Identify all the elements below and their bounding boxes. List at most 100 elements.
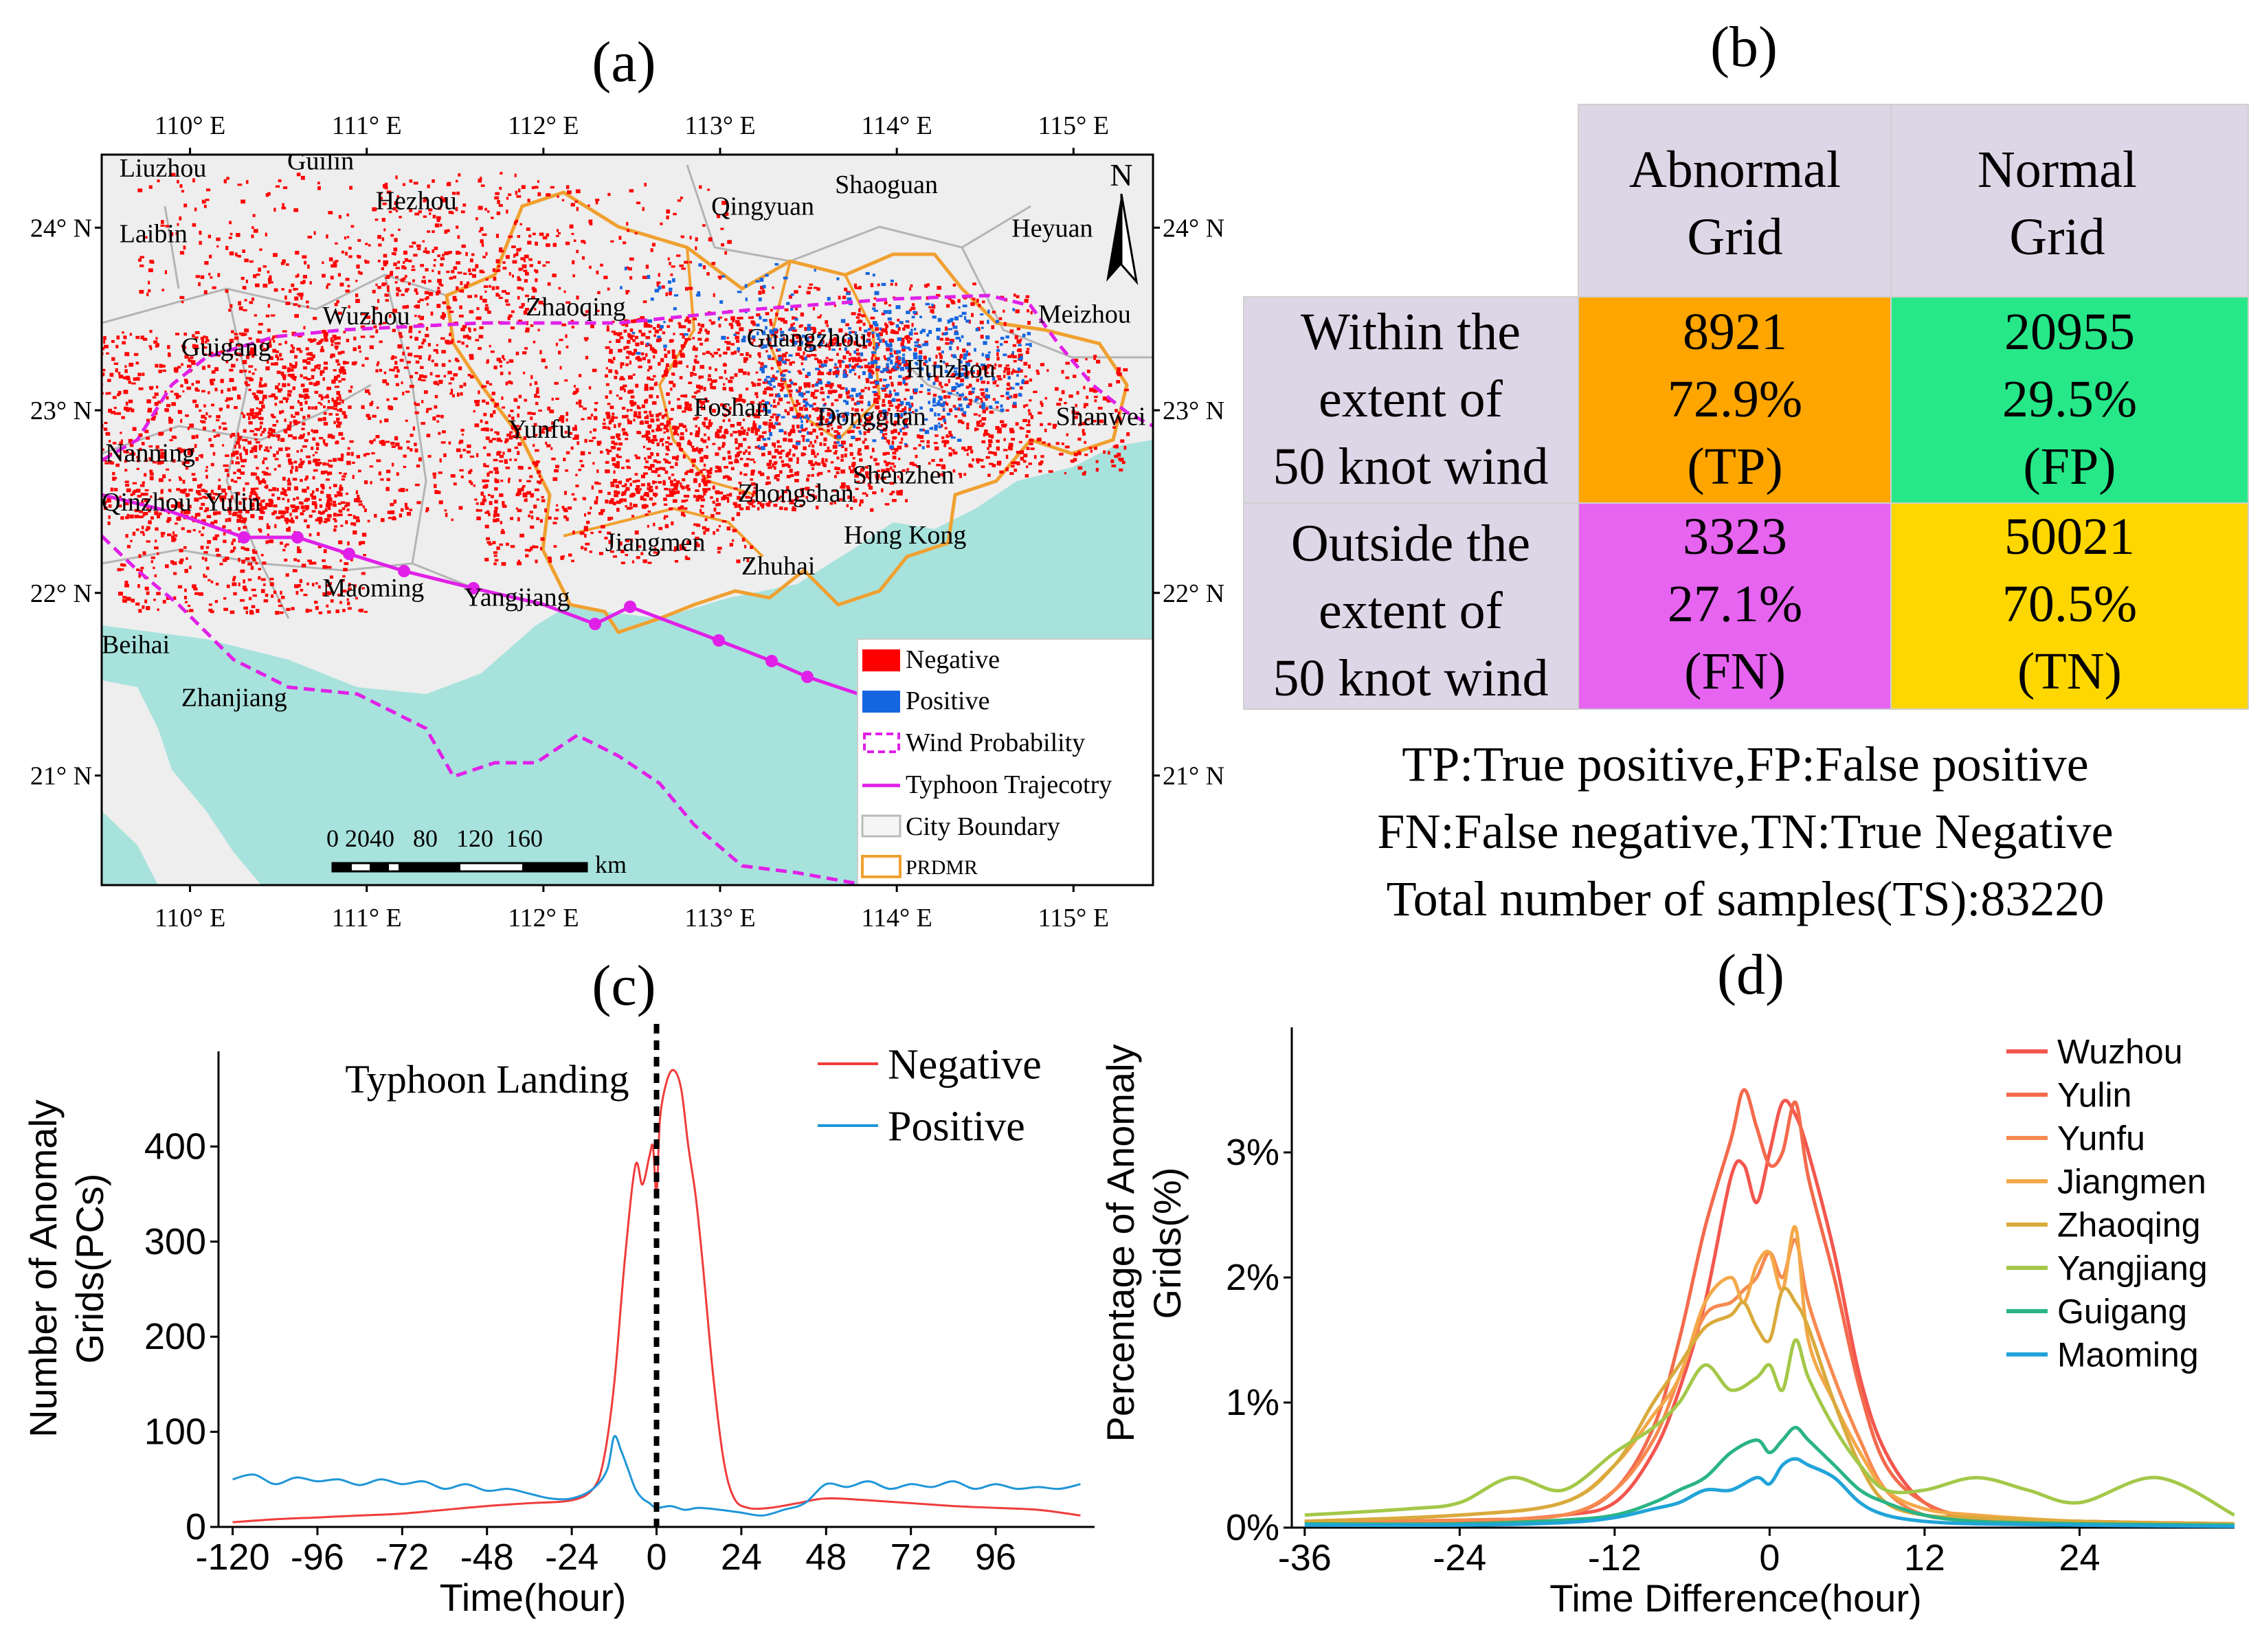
negative-grid-dot [645, 420, 649, 424]
negative-grid-dot [932, 393, 937, 397]
negative-grid-dot [358, 588, 361, 590]
negative-grid-dot [203, 404, 206, 408]
negative-grid-dot [149, 476, 154, 480]
negative-grid-dot [474, 294, 478, 298]
negative-grid-dot [466, 281, 470, 284]
negative-grid-dot [739, 471, 743, 475]
negative-grid-dot [314, 503, 317, 507]
negative-grid-dot [537, 470, 541, 474]
negative-grid-dot [194, 513, 198, 517]
negative-grid-dot [740, 426, 744, 429]
negative-grid-dot [1084, 454, 1088, 456]
negative-grid-dot [921, 428, 925, 432]
negative-grid-dot [682, 425, 686, 428]
negative-grid-dot [1048, 470, 1053, 473]
negative-grid-dot [770, 322, 773, 326]
negative-grid-dot [446, 270, 450, 274]
negative-grid-dot [348, 588, 352, 590]
negative-grid-dot [939, 355, 943, 359]
negative-grid-dot [74, 373, 78, 377]
negative-grid-dot [636, 415, 642, 418]
negative-grid-dot [489, 284, 491, 288]
negative-grid-dot [537, 192, 541, 197]
negative-grid-dot [338, 394, 341, 398]
negative-grid-dot [872, 491, 877, 495]
negative-grid-dot [254, 438, 258, 441]
negative-grid-dot [183, 511, 188, 515]
negative-grid-dot [631, 560, 635, 563]
negative-grid-dot [409, 509, 412, 512]
negative-grid-dot [667, 423, 670, 427]
negative-grid-dot [320, 484, 324, 488]
negative-grid-dot [431, 359, 434, 363]
negative-grid-dot [348, 390, 352, 393]
negative-grid-dot [695, 489, 699, 492]
negative-grid-dot [230, 453, 235, 457]
negative-grid-dot [782, 337, 785, 342]
negative-grid-dot [666, 429, 669, 433]
negative-grid-dot [684, 507, 688, 510]
negative-grid-dot [166, 596, 170, 600]
negative-grid-dot [775, 418, 779, 422]
negative-grid-dot [882, 338, 885, 343]
negative-grid-dot [867, 386, 871, 390]
negative-grid-dot [506, 434, 512, 437]
negative-grid-dot [306, 361, 311, 365]
negative-grid-dot [777, 497, 781, 500]
negative-grid-dot [497, 269, 501, 272]
negative-grid-dot [816, 423, 820, 426]
negative-grid-dot [328, 459, 333, 462]
negative-grid-dot [381, 441, 386, 446]
negative-grid-dot [499, 454, 504, 458]
negative-grid-dot [1025, 295, 1030, 298]
negative-grid-dot [443, 453, 447, 458]
negative-grid-dot [320, 403, 323, 406]
negative-grid-dot [966, 423, 970, 427]
negative-grid-dot [653, 355, 656, 359]
negative-grid-dot [818, 483, 820, 488]
negative-grid-dot [322, 330, 326, 334]
negative-grid-dot [194, 444, 197, 448]
negative-grid-dot [142, 372, 145, 377]
negative-grid-dot [951, 301, 956, 304]
negative-grid-dot [392, 309, 398, 313]
negative-grid-dot [483, 495, 486, 499]
negative-grid-dot [786, 475, 791, 478]
negative-grid-dot [856, 321, 860, 324]
negative-grid-dot [910, 284, 913, 288]
negative-grid-dot [621, 491, 627, 495]
negative-grid-dot [928, 462, 931, 465]
negative-grid-dot [421, 400, 424, 403]
negative-grid-dot [276, 516, 281, 520]
negative-grid-dot [482, 298, 487, 303]
negative-grid-dot [256, 609, 260, 613]
negative-grid-dot [471, 253, 475, 256]
negative-grid-dot [842, 414, 846, 418]
negative-grid-dot [186, 557, 188, 560]
negative-grid-dot [673, 212, 677, 216]
negative-grid-dot [529, 475, 533, 478]
negative-grid-dot [895, 282, 897, 287]
negative-grid-dot [450, 474, 456, 478]
negative-grid-dot [773, 445, 776, 448]
negative-grid-dot [195, 434, 199, 439]
negative-grid-dot [575, 189, 581, 194]
negative-grid-dot [168, 479, 171, 482]
negative-grid-dot [359, 350, 362, 353]
negative-grid-dot [750, 470, 755, 474]
negative-grid-dot [269, 344, 272, 348]
negative-grid-dot [347, 284, 350, 288]
negative-grid-dot [1103, 450, 1106, 454]
negative-grid-dot [505, 381, 508, 386]
negative-grid-dot [710, 514, 715, 518]
negative-grid-dot [484, 524, 489, 528]
negative-grid-dot [669, 480, 673, 484]
negative-grid-dot [80, 345, 84, 348]
negative-grid-dot [941, 415, 945, 420]
negative-grid-dot [636, 479, 640, 482]
negative-grid-dot [109, 461, 114, 465]
negative-grid-dot [222, 559, 227, 562]
negative-grid-dot [855, 426, 860, 429]
negative-grid-dot [757, 416, 761, 418]
negative-grid-dot [204, 557, 208, 562]
